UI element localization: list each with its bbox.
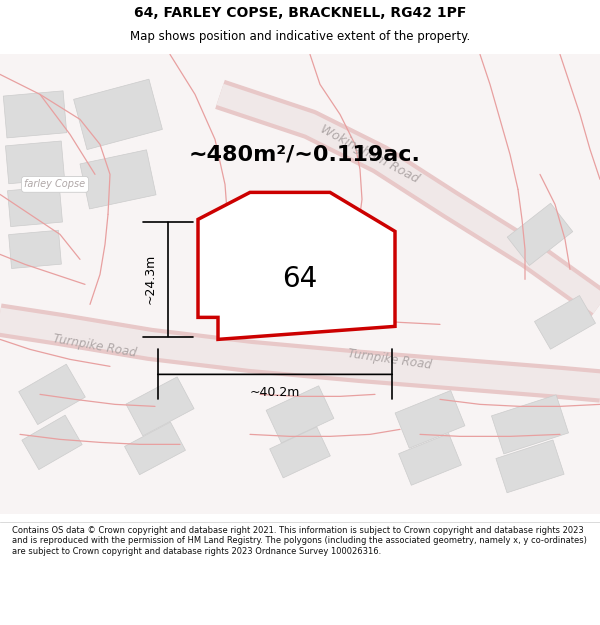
Bar: [126, 377, 194, 436]
Bar: [3, 91, 67, 138]
Bar: [5, 141, 65, 184]
Bar: [535, 296, 596, 349]
Bar: [80, 150, 156, 209]
Text: Wokingham Road: Wokingham Road: [319, 123, 422, 186]
Bar: [22, 415, 82, 469]
Text: 64: 64: [283, 266, 317, 293]
Text: ~40.2m: ~40.2m: [250, 386, 300, 399]
Bar: [395, 391, 465, 448]
Bar: [125, 422, 185, 475]
Text: Turnpike Road: Turnpike Road: [347, 347, 433, 372]
Text: Map shows position and indicative extent of the property.: Map shows position and indicative extent…: [130, 30, 470, 43]
Text: ~24.3m: ~24.3m: [143, 254, 157, 304]
Bar: [507, 203, 573, 266]
Text: farley Copse: farley Copse: [25, 179, 86, 189]
Bar: [74, 79, 163, 149]
Bar: [19, 364, 85, 424]
Bar: [266, 386, 334, 443]
Text: Turnpike Road: Turnpike Road: [52, 332, 138, 360]
Bar: [491, 395, 569, 454]
Bar: [8, 186, 62, 227]
Text: ~480m²/~0.119ac.: ~480m²/~0.119ac.: [189, 144, 421, 164]
Bar: [269, 427, 331, 478]
Bar: [398, 434, 461, 485]
Bar: [496, 440, 564, 493]
Polygon shape: [198, 192, 395, 339]
Text: Contains OS data © Crown copyright and database right 2021. This information is : Contains OS data © Crown copyright and d…: [12, 526, 587, 556]
Text: 64, FARLEY COPSE, BRACKNELL, RG42 1PF: 64, FARLEY COPSE, BRACKNELL, RG42 1PF: [134, 6, 466, 20]
Bar: [8, 230, 61, 269]
